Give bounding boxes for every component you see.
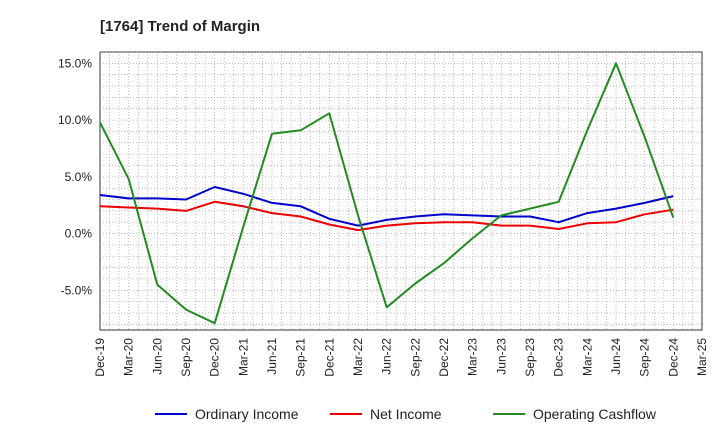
series-line — [99, 62, 675, 325]
x-tick-label: Sep-24 — [638, 338, 652, 377]
legend-label: Operating Cashflow — [533, 406, 657, 422]
series-lines — [99, 62, 675, 325]
legend-label: Net Income — [370, 406, 442, 422]
x-tick-label: Dec-23 — [552, 338, 566, 377]
x-tick-label: Sep-22 — [408, 338, 422, 377]
x-tick-label: Mar-24 — [580, 338, 594, 376]
x-tick-label: Dec-19 — [93, 338, 107, 377]
x-tick-label: Sep-20 — [179, 338, 193, 377]
x-tick-label: Dec-21 — [322, 338, 336, 377]
y-tick-label: 10.0% — [58, 113, 92, 127]
x-tick-label: Mar-23 — [466, 338, 480, 376]
y-tick-label: 0.0% — [65, 227, 93, 241]
x-tick-label: Jun-22 — [380, 338, 394, 375]
y-tick-label: 5.0% — [65, 170, 93, 184]
legend-label: Ordinary Income — [195, 406, 299, 422]
x-tick-label: Sep-21 — [294, 338, 308, 377]
y-axis-ticks: 15.0% 10.0% 5.0% 0.0% -5.0% — [58, 56, 92, 297]
plot-area — [99, 51, 703, 331]
x-tick-label: Dec-22 — [437, 338, 451, 377]
x-tick-label: Dec-24 — [666, 338, 680, 377]
x-axis-ticks: Dec-19 Mar-20 Jun-20 Sep-20 Dec-20 Mar-21 Jun-… — [93, 338, 709, 377]
series-line — [99, 186, 674, 227]
x-tick-label: Mar-22 — [351, 338, 365, 376]
series-line — [99, 200, 674, 232]
x-tick-label: Jun-21 — [265, 338, 279, 375]
y-tick-label: 15.0% — [58, 56, 92, 70]
x-tick-label: Mar-25 — [695, 338, 709, 376]
y-tick-label: -5.0% — [61, 283, 93, 297]
x-tick-label: Jun-24 — [609, 338, 623, 375]
legend: Ordinary Income Net Income Operating Cashf… — [155, 406, 657, 422]
x-tick-label: Jun-20 — [150, 338, 164, 375]
x-tick-label: Dec-20 — [208, 338, 222, 377]
x-tick-label: Mar-21 — [236, 338, 250, 376]
x-tick-label: Sep-23 — [523, 338, 537, 377]
chart-title: [1764] Trend of Margin — [100, 18, 260, 35]
x-tick-label: Mar-20 — [122, 338, 136, 376]
x-tick-label: Jun-23 — [494, 338, 508, 375]
